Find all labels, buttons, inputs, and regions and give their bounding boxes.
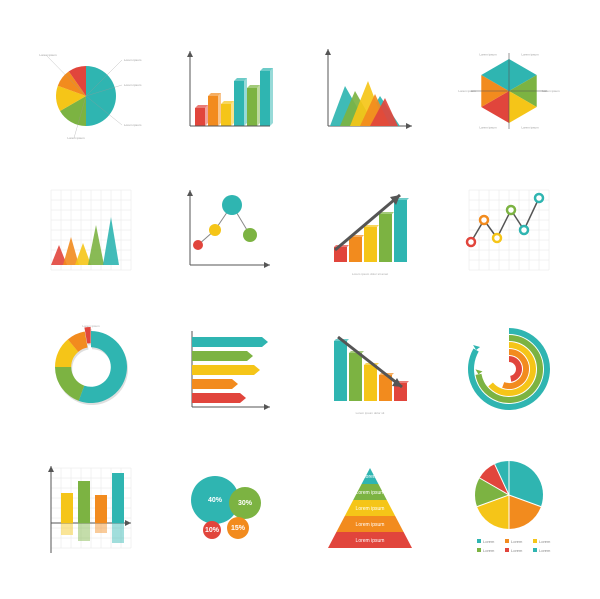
svg-text:Lorem ipsum: Lorem ipsum — [522, 52, 540, 56]
svg-text:Lorem: Lorem — [511, 548, 523, 553]
area-mountain-chart — [309, 30, 431, 151]
decline-bars-chart: Lorem ipsum dolor sit — [309, 309, 431, 430]
svg-text:Lorem ipsum: Lorem ipsum — [124, 123, 142, 127]
svg-text:Lorem ipsum: Lorem ipsum — [67, 136, 85, 140]
svg-text:Lorem ipsum: Lorem ipsum — [39, 53, 57, 57]
svg-text:Lorem ipsum: Lorem ipsum — [355, 538, 384, 544]
svg-text:Lorem: Lorem — [363, 474, 377, 480]
spiral-chart — [449, 309, 571, 430]
svg-text:Lorem ipsum: Lorem ipsum — [355, 506, 384, 512]
svg-text:10%: 10% — [205, 527, 220, 534]
growth-bars-chart: Lorem ipsum dolor sit amet — [309, 169, 431, 290]
svg-text:Lorem: Lorem — [539, 539, 551, 544]
svg-text:Lorem ipsum: Lorem ipsum — [124, 83, 142, 87]
triangle-row-chart — [30, 169, 152, 290]
donut-chart: Lorem ipsum — [30, 309, 152, 430]
hbar-arrow-chart — [170, 309, 292, 430]
bubbles-chart: 40% 30% 15% 10% — [170, 448, 292, 569]
growth-caption: Lorem ipsum dolor sit amet — [352, 272, 388, 276]
svg-text:Lorem: Lorem — [483, 548, 495, 553]
svg-text:40%: 40% — [208, 497, 223, 504]
svg-text:Lorem ipsum: Lorem ipsum — [522, 125, 540, 129]
svg-text:Lorem: Lorem — [539, 548, 551, 553]
svg-text:30%: 30% — [238, 500, 253, 507]
chart-grid: Lorem ipsum Lorem ipsum Lorem ipsum Lorem i… — [0, 0, 600, 599]
svg-text:Lorem ipsum: Lorem ipsum — [355, 490, 384, 496]
mirror-bars-chart — [30, 448, 152, 569]
svg-text:Lorem: Lorem — [483, 539, 495, 544]
pie-legend-chart: Lorem Lorem Lorem Lorem Lorem Lorem — [449, 448, 571, 569]
svg-text:Lorem: Lorem — [511, 539, 523, 544]
donut-caption: Lorem ipsum — [82, 324, 100, 328]
svg-text:Lorem ipsum: Lorem ipsum — [480, 125, 498, 129]
svg-text:Lorem ipsum: Lorem ipsum — [355, 522, 384, 528]
svg-text:Lorem ipsum: Lorem ipsum — [480, 52, 498, 56]
dot-line-chart — [170, 169, 292, 290]
zigzag-chart — [449, 169, 571, 290]
bar-3d-chart — [170, 30, 292, 151]
pie-callout-chart: Lorem ipsum Lorem ipsum Lorem ipsum Lorem i… — [30, 30, 152, 151]
pyramid-chart: Lorem Lorem ipsum Lorem ipsum Lorem ipsum Lo… — [309, 448, 431, 569]
svg-text:Lorem ipsum: Lorem ipsum — [124, 58, 142, 62]
hexagon-chart: Lorem ipsum Lorem ipsum Lorem ipsum Lorem i… — [449, 30, 571, 151]
decline-caption: Lorem ipsum dolor sit — [355, 411, 384, 415]
svg-text:15%: 15% — [231, 525, 246, 532]
